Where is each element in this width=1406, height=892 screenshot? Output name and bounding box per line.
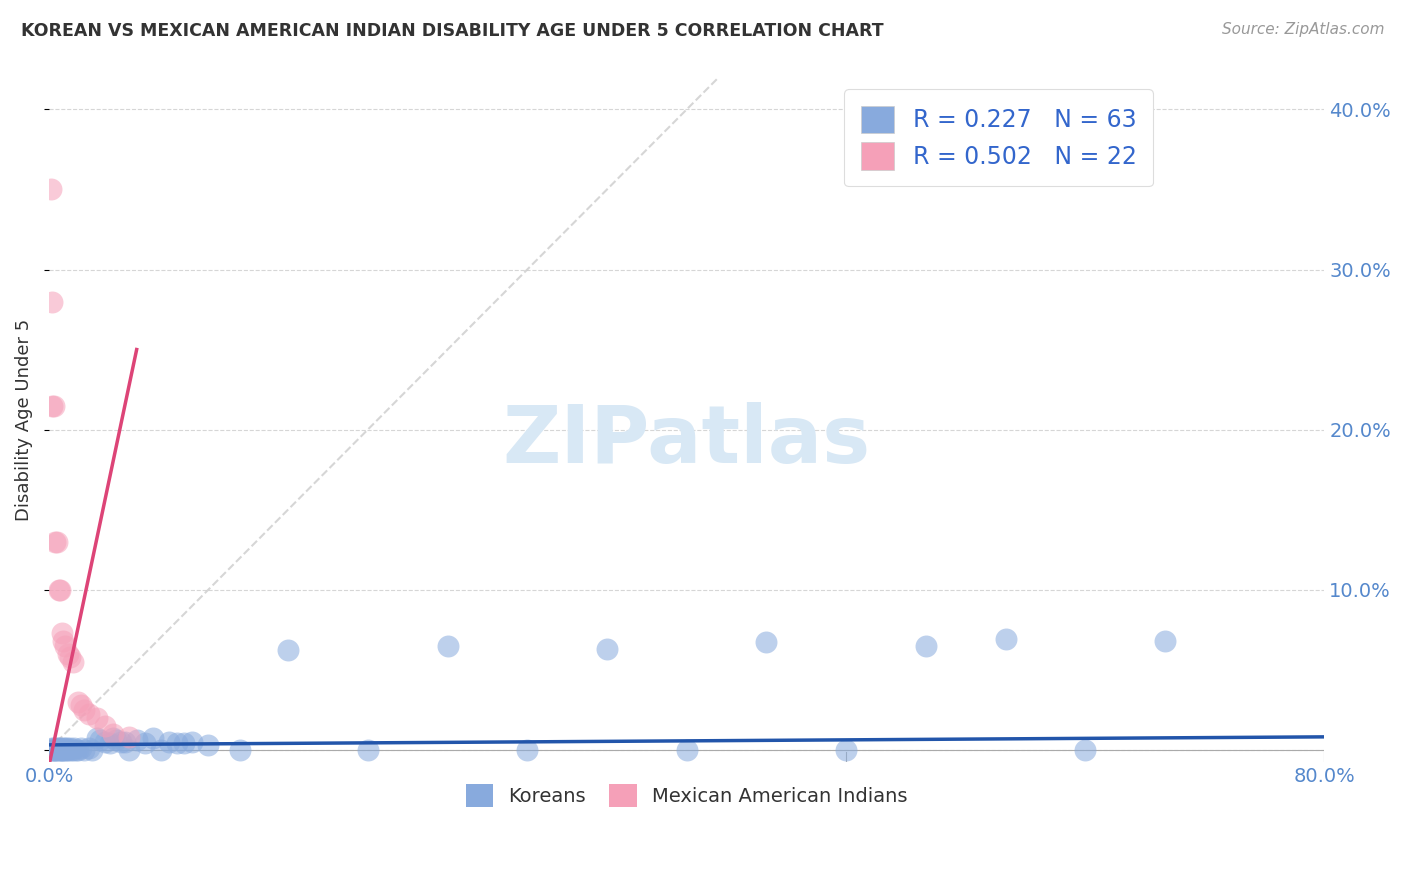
Point [44,742,66,756]
Point [56,647,79,661]
Point [98,736,121,750]
Point [277,643,299,657]
Point [53,741,76,756]
Point [66,695,89,709]
Point [42,399,65,413]
Point [77,741,100,756]
Point [114,734,136,748]
Point [52,633,75,648]
Point [44,742,66,756]
Point [94,719,117,733]
Point [46,534,69,549]
Point [94,734,117,748]
Point [142,731,165,746]
Point [125,733,148,747]
Point [149,742,172,756]
Point [55,742,77,756]
Point [173,736,195,750]
Text: KOREAN VS MEXICAN AMERICAN INDIAN DISABILITY AGE UNDER 5 CORRELATION CHART: KOREAN VS MEXICAN AMERICAN INDIAN DISABI… [21,22,884,40]
Point [42,741,65,756]
Point [49,741,72,756]
Point [46,742,69,756]
Legend: Koreans, Mexican American Indians: Koreans, Mexican American Indians [458,776,915,814]
Point [59,649,82,664]
Point [52,741,75,756]
Point [55,741,77,756]
Point [86,731,108,746]
Point [70,741,93,756]
Point [66,742,89,756]
Point [596,641,619,656]
Point [1074,742,1097,756]
Point [118,742,141,756]
Text: Source: ZipAtlas.com: Source: ZipAtlas.com [1222,22,1385,37]
Point [516,742,538,756]
Point [675,742,697,756]
Point [51,742,73,756]
Point [104,733,127,747]
Point [73,703,96,717]
Point [86,711,108,725]
Point [166,736,188,750]
Point [1154,633,1177,648]
Point [41,741,63,756]
Point [42,742,65,756]
Point [229,742,252,756]
Point [51,742,73,756]
Point [357,742,380,756]
Point [89,733,111,747]
Point [157,734,180,748]
Point [59,741,82,756]
Point [41,742,63,756]
Point [77,707,100,722]
Point [110,734,132,748]
Point [118,730,141,744]
Point [39,742,62,756]
Point [52,742,75,756]
Point [835,742,858,756]
Point [70,698,93,712]
Point [41,294,63,309]
Point [101,726,124,740]
Point [48,742,70,756]
Point [41,399,63,413]
Point [62,655,84,669]
Point [134,736,156,750]
Point [39,182,62,196]
Point [53,639,76,653]
Point [436,639,458,653]
Point [48,741,70,756]
Point [73,742,96,756]
Point [65,742,87,756]
Point [197,738,219,752]
Point [914,639,936,653]
Point [63,741,86,756]
Point [49,742,72,756]
Point [53,742,76,756]
Point [46,741,69,756]
Point [51,625,73,640]
Point [49,582,72,597]
Text: ZIPatlas: ZIPatlas [502,401,870,480]
Point [101,731,124,746]
Point [60,742,83,756]
Point [56,742,79,756]
Point [994,632,1017,647]
Point [181,734,204,748]
Point [755,635,778,649]
Point [62,742,84,756]
Point [44,534,66,549]
Point [80,742,103,756]
Y-axis label: Disability Age Under 5: Disability Age Under 5 [15,318,32,521]
Point [48,582,70,597]
